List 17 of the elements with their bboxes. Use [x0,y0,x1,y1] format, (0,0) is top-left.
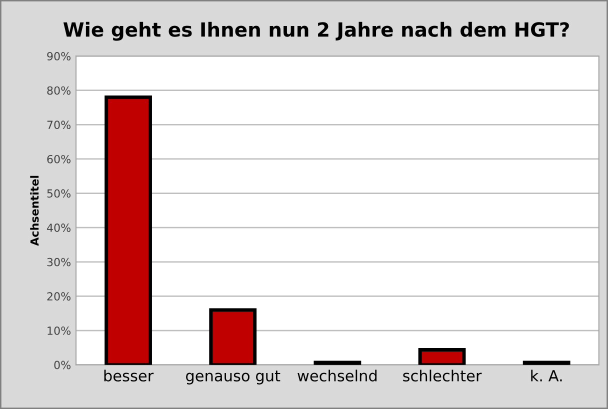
y-tick-label: 90% [47,52,71,60]
y-tick-label: 70% [47,120,71,130]
chart-title: Wie geht es Ihnen nun 2 Jahre nach dem HGT? [63,22,569,41]
x-tick-label: besser [104,370,154,382]
y-tick-label: 80% [47,86,71,95]
y-tick-label: 10% [48,326,71,335]
y-tick-label: 50% [47,189,71,198]
x-tick-label: k. A. [531,370,562,382]
y-tick-label: 60% [47,154,71,164]
y-tick-label: 30% [47,258,71,266]
y-tick-label: 0% [54,360,71,370]
y-tick-label: 40% [46,224,71,232]
y-tick-label: 20% [47,292,71,301]
x-tick-label: schlechter [403,370,482,382]
y-axis-title: Achsentitel [30,176,39,246]
x-tick-label: genauso gut [186,370,280,384]
x-tick-label: wechselnd [298,370,377,382]
